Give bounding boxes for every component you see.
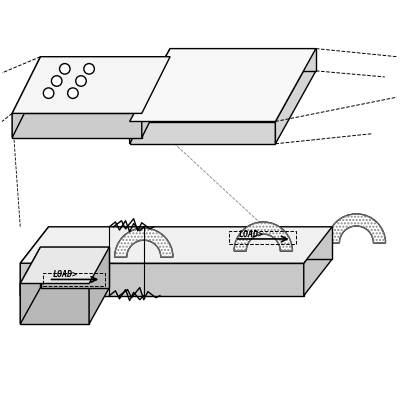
Polygon shape <box>40 247 109 288</box>
Circle shape <box>76 76 86 86</box>
Polygon shape <box>20 227 332 263</box>
Polygon shape <box>40 57 170 81</box>
Polygon shape <box>12 113 142 138</box>
Circle shape <box>51 76 62 86</box>
Circle shape <box>60 64 70 74</box>
Polygon shape <box>20 263 304 296</box>
Polygon shape <box>170 49 316 71</box>
Polygon shape <box>304 227 332 296</box>
Polygon shape <box>142 57 170 138</box>
Circle shape <box>84 64 94 74</box>
Polygon shape <box>20 284 89 324</box>
Polygon shape <box>130 122 275 144</box>
Circle shape <box>43 88 54 98</box>
Wedge shape <box>115 228 173 257</box>
Polygon shape <box>89 247 109 324</box>
Wedge shape <box>234 222 292 251</box>
Polygon shape <box>12 57 170 113</box>
Polygon shape <box>130 49 316 122</box>
Text: LOAD>: LOAD> <box>239 230 264 239</box>
Wedge shape <box>327 214 386 243</box>
Polygon shape <box>49 227 332 259</box>
Text: LOAD>: LOAD> <box>53 271 78 279</box>
Circle shape <box>68 88 78 98</box>
Polygon shape <box>20 247 40 324</box>
Polygon shape <box>20 247 109 284</box>
Polygon shape <box>12 57 40 138</box>
Polygon shape <box>275 49 316 144</box>
Polygon shape <box>20 227 49 296</box>
Polygon shape <box>130 49 170 144</box>
